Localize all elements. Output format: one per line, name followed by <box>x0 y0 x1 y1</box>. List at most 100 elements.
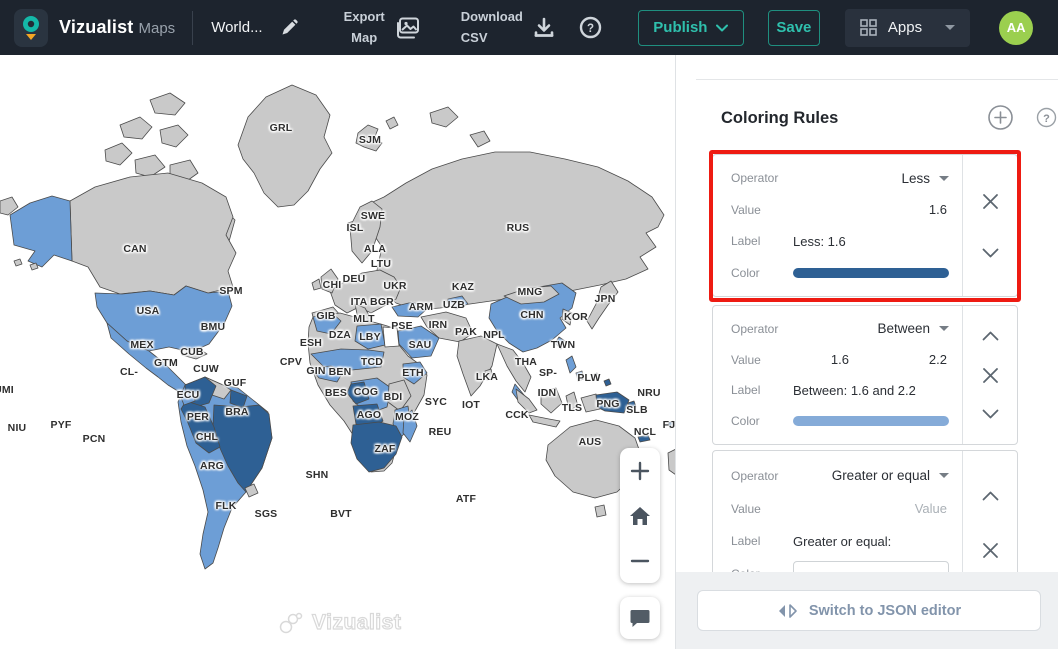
map-label-SP-: SP- <box>538 367 558 379</box>
rule-card-controls <box>962 155 1017 296</box>
map-label-SJM: SJM <box>358 134 382 146</box>
map-label-BRA: BRA <box>225 406 249 418</box>
close-icon <box>982 367 998 383</box>
map-label-ECU: ECU <box>176 389 200 401</box>
export-map-button[interactable]: Export Map <box>344 7 421 47</box>
svg-text:?: ? <box>587 23 594 35</box>
map-label-UMI: UMI <box>0 384 14 396</box>
map-label-PER: PER <box>186 411 210 423</box>
app-logo[interactable] <box>14 8 48 47</box>
move-rule-up-button[interactable] <box>982 491 999 501</box>
value-field-label: Value <box>731 352 761 367</box>
publish-button[interactable]: Publish <box>637 9 744 46</box>
label-input[interactable] <box>793 233 949 249</box>
map-label-SWE: SWE <box>360 210 386 222</box>
download-csv-label-line1: Download <box>460 9 523 25</box>
map-label-CCK: CCK <box>505 409 529 421</box>
zoom-in-button[interactable] <box>620 448 660 493</box>
map-label-AGO: AGO <box>356 409 382 421</box>
operator-select[interactable]: Greater or equal <box>832 468 949 483</box>
operator-field-label: Operator <box>731 321 779 336</box>
zoom-out-button[interactable] <box>620 538 660 583</box>
map-label-SHN: SHN <box>305 469 329 481</box>
label-input[interactable] <box>793 382 949 398</box>
user-avatar[interactable]: AA <box>999 10 1034 45</box>
map-label-ESH: ESH <box>299 337 323 349</box>
map-label-CPV: CPV <box>279 356 303 368</box>
brand-name: Vizualist <box>59 17 134 37</box>
value-input[interactable] <box>793 202 949 218</box>
brand-suffix: Maps <box>138 20 176 37</box>
map-label-USA: USA <box>136 305 160 317</box>
plus-icon <box>630 461 650 480</box>
apps-label: Apps <box>887 19 923 36</box>
map-label-BGR: BGR <box>370 296 394 308</box>
map-label-UKR: UKR <box>383 280 407 292</box>
coloring-rule-card-2: Operator Between Value <box>712 305 1018 445</box>
value-field-label: Value <box>731 501 761 516</box>
label-input[interactable] <box>793 533 949 549</box>
map-label-CL-: CL- <box>119 366 139 378</box>
operator-select[interactable]: Between <box>877 321 949 336</box>
value-input[interactable] <box>793 501 949 517</box>
help-button[interactable]: ? <box>579 16 602 39</box>
navbar-divider <box>192 10 194 45</box>
map-label-UZB: UZB <box>442 299 466 311</box>
rule-card-controls <box>962 306 1017 444</box>
map-label-NPL: NPL <box>483 329 505 341</box>
map-label-CAN: CAN <box>123 243 147 255</box>
map-label-DZA: DZA <box>328 329 352 341</box>
coloring-rules-title: Coloring Rules <box>721 108 839 127</box>
section-divider <box>696 79 1058 80</box>
map-label-BES: BES <box>324 387 348 399</box>
move-rule-down-button[interactable] <box>982 409 999 419</box>
save-button[interactable]: Save <box>767 9 820 46</box>
edit-title-button[interactable] <box>280 18 298 37</box>
feedback-chat-button[interactable] <box>620 597 660 639</box>
value-row: Value <box>731 346 962 374</box>
minus-icon <box>630 559 650 562</box>
map-label-CUB: CUB <box>180 346 204 358</box>
move-rule-up-button[interactable] <box>982 331 999 341</box>
chevron-down-icon <box>982 248 998 258</box>
map-label-LKA: LKA <box>475 371 499 383</box>
home-button[interactable] <box>620 493 660 538</box>
map-label-CHL: CHL <box>195 431 219 443</box>
operator-row: Operator Greater or equal <box>731 462 962 490</box>
download-icon <box>534 17 554 37</box>
color-swatch[interactable] <box>793 416 949 427</box>
operator-value: Greater or equal <box>831 468 930 484</box>
download-csv-button[interactable]: Download CSV <box>461 7 555 47</box>
map-canvas[interactable]: GRL SJM ISL SWE CAN SPM USA BMU MEX CUB GTM CL- CUW G… <box>0 55 676 649</box>
map-label-TLS: TLS <box>561 402 583 414</box>
dropdown-caret-icon <box>939 326 949 332</box>
color-swatch[interactable] <box>793 267 949 278</box>
value-min-input[interactable] <box>793 352 891 368</box>
map-label-LBY: LBY <box>359 331 381 343</box>
operator-field-label: Operator <box>731 171 779 186</box>
export-map-label-line1: Export <box>343 9 385 25</box>
operator-select[interactable]: Less <box>901 171 949 186</box>
grid-apps-icon <box>860 19 877 36</box>
delete-rule-button[interactable] <box>982 193 999 210</box>
delete-rule-button[interactable] <box>982 367 999 384</box>
coloring-rules-help-button[interactable]: ? <box>1036 107 1057 128</box>
add-rule-button[interactable] <box>987 104 1014 131</box>
operator-row: Operator Between <box>731 315 962 343</box>
color-field-label: Color <box>731 414 760 429</box>
apps-button[interactable]: Apps <box>844 8 971 47</box>
map-label-NCL: NCL <box>633 426 657 438</box>
map-zoom-controls <box>620 448 660 583</box>
map-label-REU: REU <box>428 426 452 438</box>
chevron-down-icon <box>716 24 729 31</box>
panel-footer: Switch to JSON editor <box>676 572 1058 649</box>
delete-rule-button[interactable] <box>982 542 999 559</box>
value-max-input[interactable] <box>891 352 949 368</box>
map-label-ARG: ARG <box>200 460 224 472</box>
switch-to-json-editor-button[interactable]: Switch to JSON editor <box>697 590 1041 631</box>
label-field-label: Label <box>731 383 761 398</box>
move-rule-down-button[interactable] <box>982 248 999 258</box>
settings-panel: Coloring Rules ? <box>676 55 1058 649</box>
map-label-MEX: MEX <box>130 339 154 351</box>
map-label-ARM: ARM <box>408 301 434 313</box>
